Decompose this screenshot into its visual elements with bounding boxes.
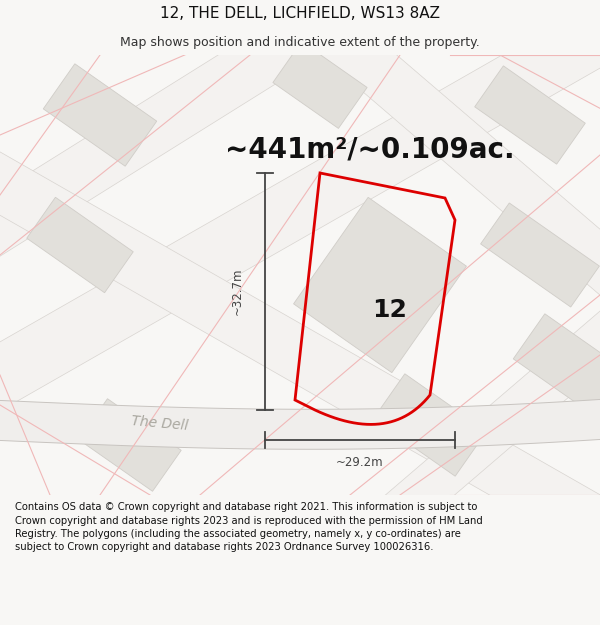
Polygon shape [0,0,365,278]
Text: The Dell: The Dell [131,414,189,432]
Text: ~29.2m: ~29.2m [336,456,384,469]
Polygon shape [293,198,466,372]
Polygon shape [481,203,599,307]
Text: Contains OS data © Crown copyright and database right 2021. This information is : Contains OS data © Crown copyright and d… [15,503,483,552]
Text: ~441m²/~0.109ac.: ~441m²/~0.109ac. [225,136,515,164]
Polygon shape [475,66,585,164]
Polygon shape [335,238,600,572]
Polygon shape [373,374,487,476]
Text: Map shows position and indicative extent of the property.: Map shows position and indicative extent… [120,36,480,49]
Polygon shape [513,314,600,416]
Text: 12: 12 [373,298,407,322]
Polygon shape [43,64,157,166]
Polygon shape [0,399,600,449]
Text: 12, THE DELL, LICHFIELD, WS13 8AZ: 12, THE DELL, LICHFIELD, WS13 8AZ [160,6,440,21]
Polygon shape [0,0,600,431]
Polygon shape [284,0,600,324]
Polygon shape [79,399,181,491]
Polygon shape [0,131,600,579]
Text: ~32.7m: ~32.7m [230,268,244,315]
Polygon shape [273,42,367,128]
Polygon shape [27,198,133,292]
